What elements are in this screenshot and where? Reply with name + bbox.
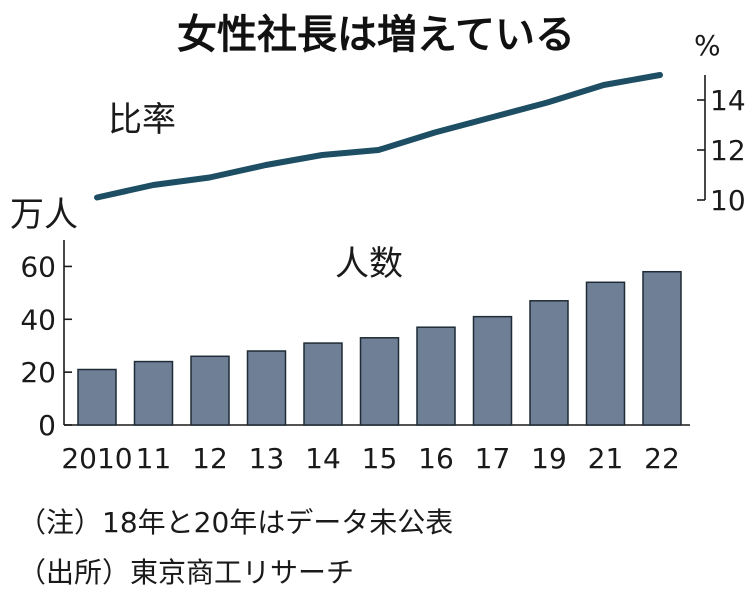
count-series-label: 人数: [335, 244, 403, 284]
count-bar: [585, 281, 626, 426]
count-y-tick-label: 40: [20, 303, 56, 336]
count-bar: [133, 360, 174, 426]
count-bar: [359, 337, 400, 426]
x-tick-label: 14: [305, 442, 341, 475]
x-tick-label: 13: [249, 442, 285, 475]
x-tick-label: 22: [644, 442, 680, 475]
count-y-tick-label: 60: [20, 250, 56, 283]
count-bar: [190, 355, 230, 426]
count-bar: [529, 300, 569, 426]
count-y-tick-label: 20: [20, 356, 56, 389]
count-bar: [77, 368, 117, 426]
count-bar: [416, 326, 456, 426]
x-tick-label: 15: [362, 442, 398, 475]
ratio-y-tick-label: 12: [710, 134, 746, 167]
source-text: （出所）東京商工リサーチ: [18, 556, 354, 589]
count-bar: [642, 270, 682, 426]
x-tick-label: 12: [192, 442, 228, 475]
count-bar: [246, 350, 287, 426]
x-tick-label: 11: [136, 442, 172, 475]
ratio-y-tick-label: 14: [710, 84, 746, 117]
ratio-series-label: 比率: [108, 100, 176, 140]
count-bar: [472, 315, 513, 426]
ratio-series-line: [94, 72, 663, 201]
x-tick-label: 2010: [61, 442, 132, 475]
ratio-y-tick-label: 10: [710, 184, 746, 217]
x-tick-label: 16: [418, 442, 454, 475]
ratio-chart: 比率 % 10 12 14: [94, 29, 746, 217]
count-unit-label: 万人: [10, 195, 78, 235]
ratio-unit-label: %: [694, 29, 721, 62]
count-bar: [303, 342, 343, 426]
chart-title: 女性社長は増えている: [177, 12, 575, 58]
x-tick-label: 21: [588, 442, 624, 475]
count-y-tick-label: 0: [38, 409, 56, 442]
x-tick-label: 19: [531, 442, 567, 475]
count-chart: 万人 人数 0 20 40 60 2010 11 12 13 14 15 16 17 19 21 22: [10, 195, 690, 475]
note-text: （注）18年と20年はデータ未公表: [18, 506, 453, 539]
x-tick-label: 17: [475, 442, 511, 475]
